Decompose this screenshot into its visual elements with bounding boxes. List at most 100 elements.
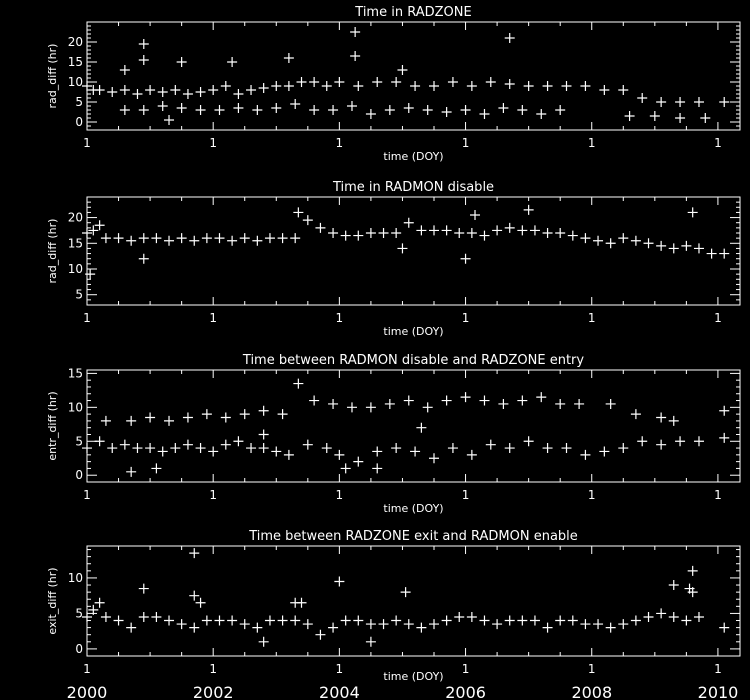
data-point: [454, 611, 465, 622]
data-point: [403, 103, 414, 113]
data-point: [580, 233, 591, 244]
plot-frame: [86, 545, 741, 657]
data-point: [321, 443, 332, 454]
data-point: [372, 77, 383, 87]
data-point: [700, 113, 711, 123]
data-point: [119, 439, 130, 450]
data-point: [328, 398, 339, 409]
data-point: [447, 77, 458, 87]
data-point: [517, 105, 528, 115]
data-point: [479, 615, 490, 626]
x-tick-label: 1: [714, 136, 722, 150]
data-point: [138, 611, 149, 622]
x-tick-label: 1: [83, 662, 91, 676]
data-point: [391, 228, 402, 238]
plot-frame: [86, 196, 741, 306]
data-point: [416, 622, 427, 633]
data-point: [293, 378, 304, 389]
data-point: [693, 243, 704, 254]
data-point: [151, 233, 162, 244]
data-point: [350, 51, 361, 61]
data-point: [378, 228, 389, 238]
data-point: [706, 248, 717, 259]
data-point: [479, 109, 490, 119]
data-point: [113, 615, 124, 626]
data-point: [107, 443, 118, 454]
data-point: [384, 105, 395, 115]
data-point: [126, 235, 137, 246]
year-label: 2008: [571, 683, 612, 700]
data-point: [517, 395, 528, 406]
data-point: [517, 225, 528, 236]
data-point: [397, 243, 408, 254]
data-point: [353, 615, 364, 626]
data-point: [201, 233, 212, 244]
x-tick-label: 1: [336, 311, 344, 325]
data-point: [561, 81, 572, 91]
data-point: [529, 225, 540, 236]
data-point: [328, 622, 339, 633]
data-point: [485, 439, 496, 450]
data-point: [321, 81, 332, 91]
data-point: [227, 615, 238, 626]
data-point: [302, 619, 313, 630]
data-point: [416, 225, 427, 236]
data-point: [334, 449, 345, 460]
data-point: [365, 228, 376, 238]
data-point: [290, 233, 301, 244]
data-point: [466, 81, 477, 91]
data-point: [630, 615, 641, 626]
y-axis-label: exit_diff (hr): [46, 567, 59, 634]
y-tick-label: 10: [68, 75, 83, 89]
data-point: [239, 619, 250, 630]
data-point: [271, 446, 282, 457]
data-point: [277, 615, 288, 626]
y-tick-label: 0: [75, 115, 83, 129]
data-point: [675, 436, 686, 447]
data-point: [227, 57, 238, 67]
data-point: [492, 225, 503, 236]
data-point: [630, 409, 641, 420]
data-point: [258, 83, 269, 93]
data-point: [220, 439, 231, 450]
data-point: [290, 597, 301, 608]
y-tick-label: 15: [68, 236, 83, 250]
data-point: [391, 443, 402, 454]
data-point: [340, 463, 351, 474]
panel-4: Time between RADZONE exit and RADMON ena…: [46, 529, 741, 683]
data-point: [100, 233, 111, 244]
x-tick-label: 1: [588, 488, 596, 502]
x-tick-label: 1: [209, 311, 217, 325]
data-point: [189, 235, 200, 246]
data-point: [599, 446, 610, 457]
data-point: [293, 207, 304, 218]
x-tick-label: 1: [588, 311, 596, 325]
data-point: [719, 97, 730, 107]
data-point: [372, 446, 383, 457]
data-point: [126, 622, 137, 633]
data-point: [523, 81, 534, 91]
x-tick-label: 1: [714, 311, 722, 325]
data-point: [675, 97, 686, 107]
data-point: [391, 615, 402, 626]
data-point: [580, 449, 591, 460]
data-point: [176, 619, 187, 630]
data-point: [555, 615, 566, 626]
data-point: [567, 230, 578, 241]
data-point: [157, 446, 168, 457]
data-point: [536, 392, 547, 403]
data-point: [208, 446, 219, 457]
data-point: [719, 432, 730, 443]
data-point: [693, 611, 704, 622]
data-point: [593, 235, 604, 246]
data-point: [233, 103, 244, 113]
chart-title: Time in RADZONE: [354, 5, 471, 20]
data-point: [309, 395, 320, 406]
y-tick-label: 10: [68, 262, 83, 276]
data-point: [454, 228, 465, 238]
x-tick-label: 1: [462, 488, 470, 502]
data-point: [214, 615, 225, 626]
year-label: 2010: [698, 683, 739, 700]
data-point: [334, 77, 345, 87]
data-point: [643, 238, 654, 249]
